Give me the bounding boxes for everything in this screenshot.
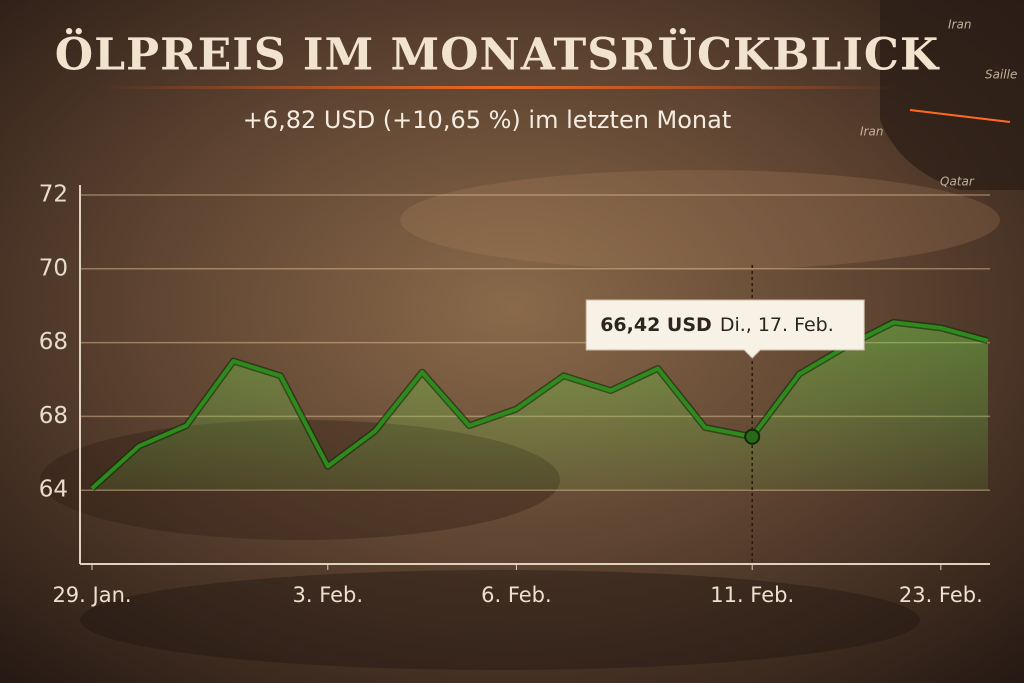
x-tick-label: 29. Jan. xyxy=(52,583,131,607)
cloud xyxy=(400,170,1000,270)
line xyxy=(90,320,989,490)
chart-title: Ölpreis im Monatsrückblick xyxy=(55,27,940,81)
title-underline xyxy=(100,86,900,89)
y-tick-label: 68 xyxy=(39,329,68,355)
x-tick-label: 23. Feb. xyxy=(899,583,983,607)
tooltip: 66,42 USD Di., 17. Feb. xyxy=(585,299,865,359)
map-label: Iran xyxy=(948,18,971,32)
y-tick-label: 68 xyxy=(39,403,68,429)
map-route xyxy=(909,109,1011,123)
x-tick-label: 3. Feb. xyxy=(293,583,364,607)
x-tick-label: 11. Feb. xyxy=(710,583,794,607)
cloud xyxy=(80,570,920,670)
point xyxy=(744,428,761,445)
tooltip-value: 66,42 USD xyxy=(600,314,712,336)
tooltip-box xyxy=(585,299,865,359)
x-tick-label: 6. Feb. xyxy=(481,583,552,607)
map-label: Saille xyxy=(985,68,1017,82)
subtitle: +6,82 USD (+10,65 %) im letzten Monat xyxy=(243,106,732,134)
y-tick-label: 64 xyxy=(39,477,68,503)
tooltip-text: 66,42 USD Di., 17. Feb. xyxy=(600,314,834,336)
plot: 64 68 68 70 72 29. Jan. 3. Feb. 6. Feb. 11. Feb.… xyxy=(39,182,990,607)
map-label: Qatar xyxy=(940,175,975,189)
map xyxy=(880,0,1024,190)
y-tick-label: 72 xyxy=(39,182,68,208)
map-label: Iran xyxy=(860,125,883,139)
tooltip-date: Di., 17. Feb. xyxy=(720,314,834,336)
y-tick-label: 70 xyxy=(39,255,68,281)
